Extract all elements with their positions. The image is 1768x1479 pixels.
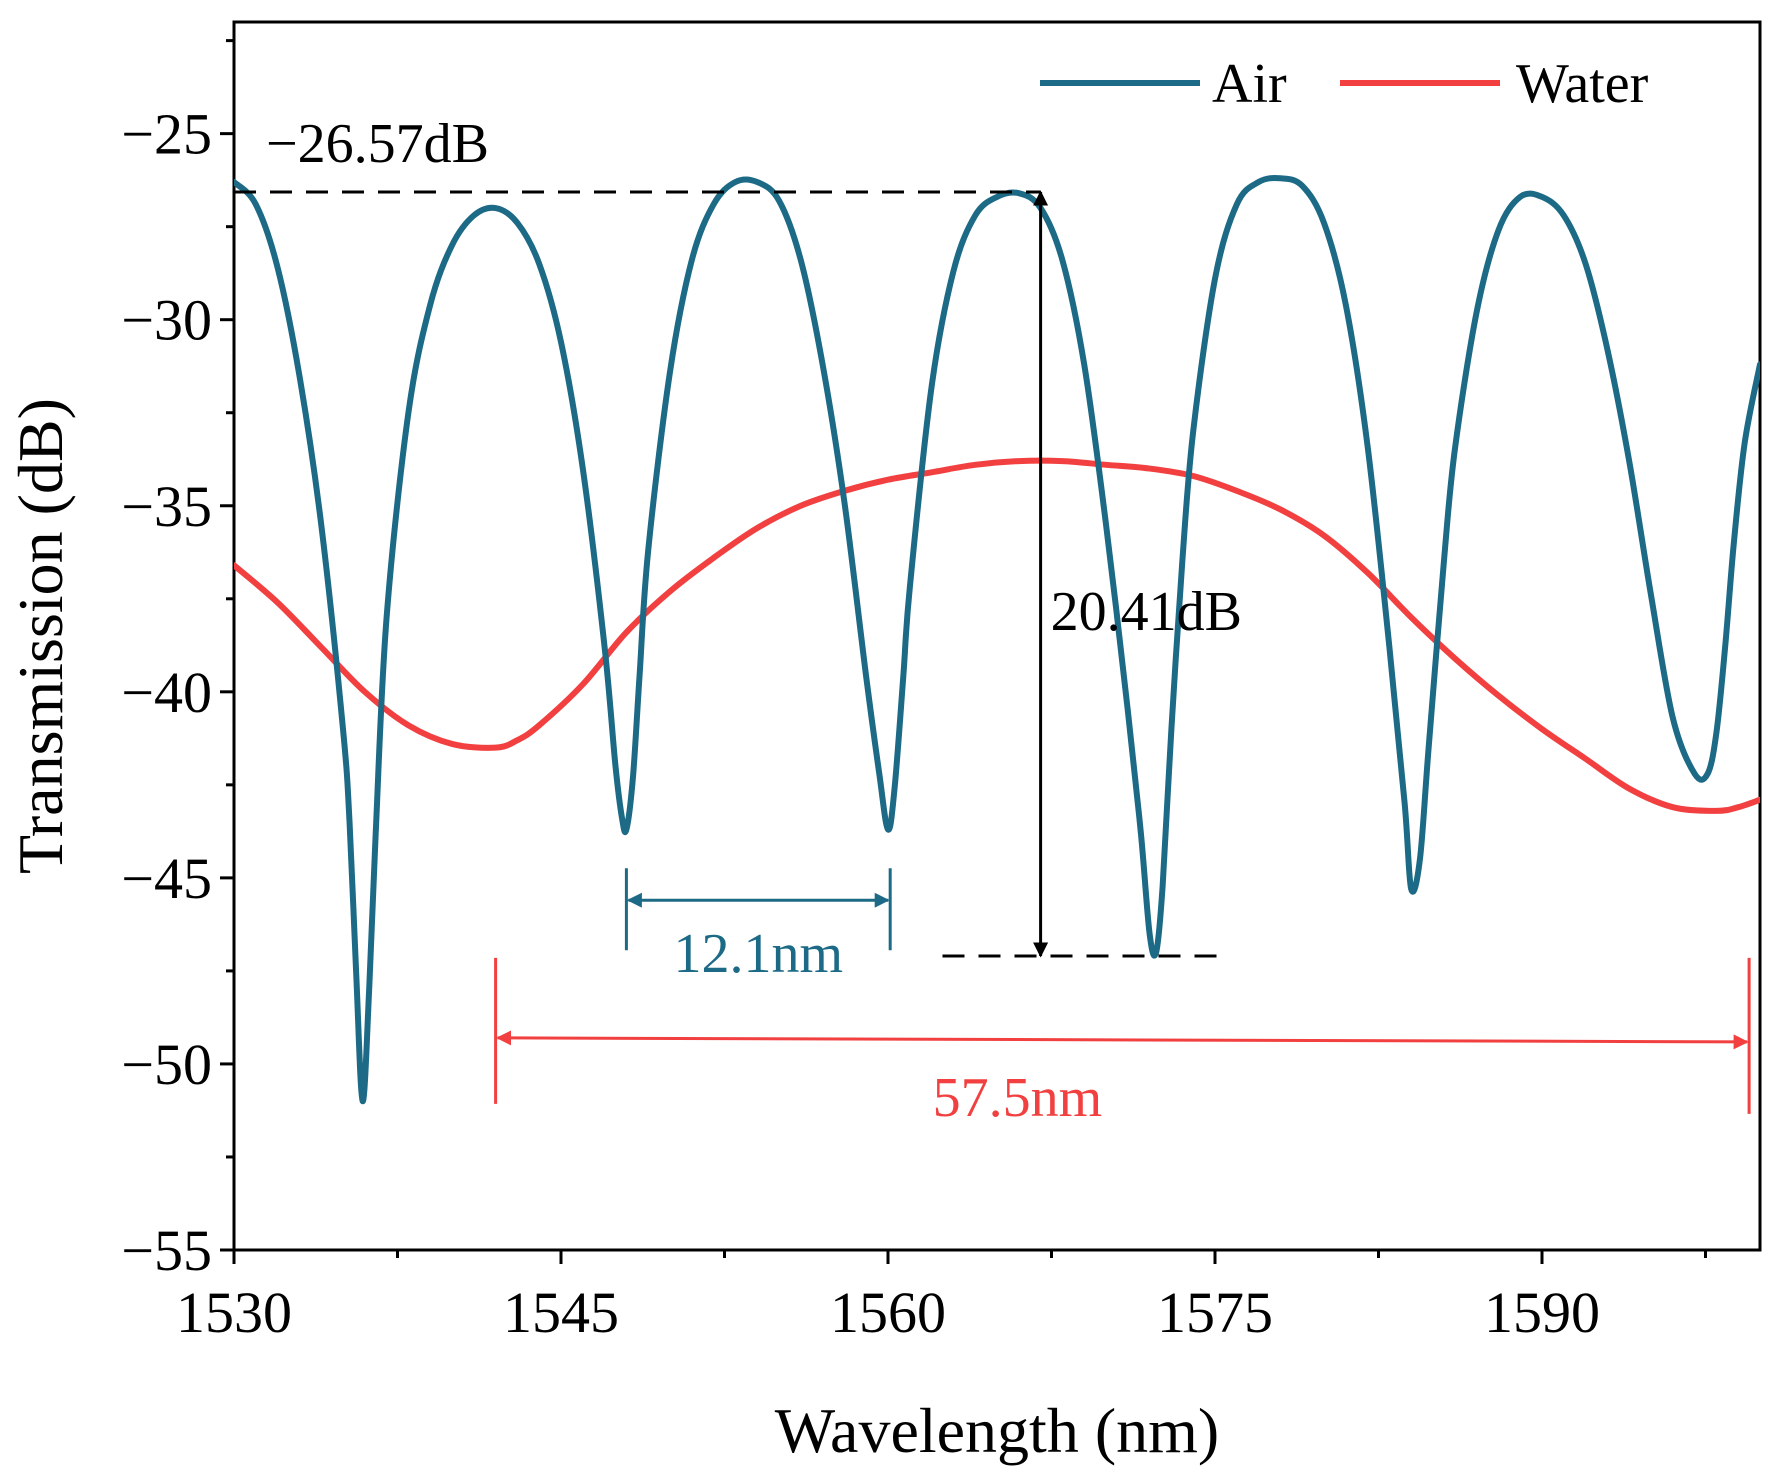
legend-water-label: Water [1516,53,1649,115]
y-axis-title: Transmission (dB) [5,398,76,874]
series-line-air [234,174,1760,1105]
water-fsr-arrow [496,1030,1749,1050]
y-tick-label: −40 [121,660,212,725]
series-layer [234,174,1760,1105]
legend-air-label: Air [1212,53,1287,115]
air-fsr-label: 12.1nm [674,923,844,985]
x-tick-label: 1575 [1157,1280,1273,1345]
x-tick-label: 1560 [830,1280,946,1345]
water-fsr-label: 57.5nm [933,1067,1103,1129]
ticks-layer: 1530 1545 1560 1575 1590 −25 −30 −35 −40 −45 −50 −5… [121,39,1707,1345]
annotation-layer: −26.57dB 20.41dB 12.1nm 57.5nm [234,113,1751,1129]
series-line-water [234,457,1760,814]
y-tick-label: −50 [121,1032,212,1097]
y-tick-label: −55 [121,1218,212,1283]
x-axis-title: Wavelength (nm) [775,1395,1219,1466]
x-tick-label: 1545 [503,1280,619,1345]
plot-frame [232,20,1762,1252]
peak-level-label: −26.57dB [266,113,489,175]
x-tick-label: 1590 [1484,1280,1600,1345]
legend: Air Water [1040,53,1649,115]
y-tick-label: −25 [121,102,212,167]
y-tick-label: −35 [121,474,212,539]
x-tick-label: 1530 [176,1280,292,1345]
y-tick-label: −30 [121,288,212,353]
extinction-ratio-label: 20.41dB [1051,581,1242,643]
y-tick-label: −45 [121,846,212,911]
